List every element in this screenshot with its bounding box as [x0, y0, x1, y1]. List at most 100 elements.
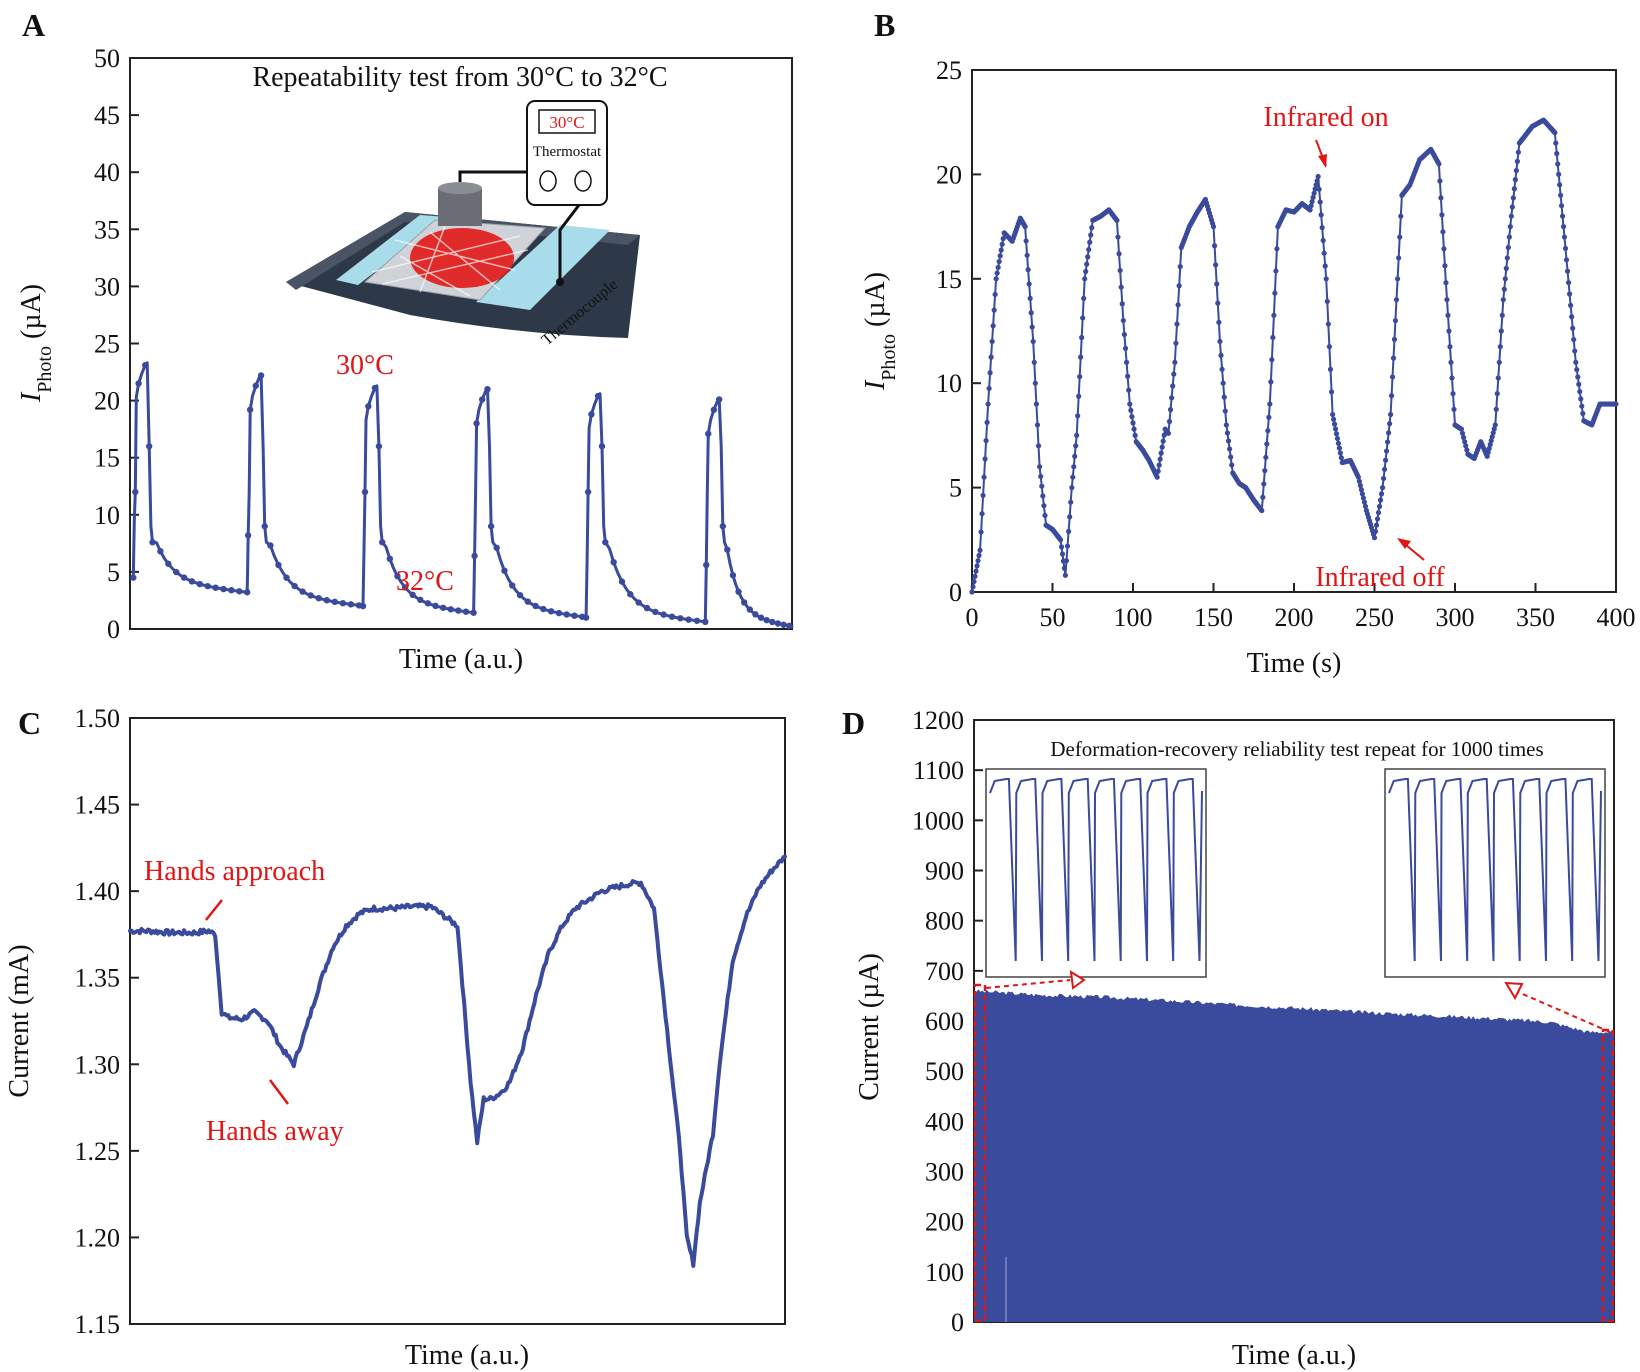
panel-b-point — [1377, 497, 1384, 503]
panel-b-point — [1213, 262, 1219, 268]
panel-b-point — [990, 323, 996, 329]
panel-d-area — [974, 989, 1614, 1322]
panel-b-point — [1121, 331, 1128, 338]
panel-b-point — [976, 552, 982, 559]
panel-a-point — [212, 584, 219, 591]
panel-a-y-tick-label-10: 10 — [94, 501, 120, 530]
panel-b-point — [1371, 535, 1378, 541]
panel-a-y-label-unit: (µA) — [16, 284, 47, 346]
panel-a-point — [668, 613, 676, 620]
panel-b-point — [1260, 494, 1266, 500]
panel-b-point — [1032, 380, 1038, 386]
panel-b-y-tick-label-25: 25 — [936, 56, 962, 85]
panel-b-point — [1317, 199, 1323, 205]
panel-c-plot-frame — [129, 717, 786, 1325]
panel-a-point — [703, 561, 710, 569]
panel-b-point — [1059, 551, 1066, 557]
panel-b-point — [995, 264, 1001, 270]
annotation-infrared-on: Infrared on — [1263, 102, 1388, 133]
panel-b-point — [1515, 149, 1521, 155]
zoom-box-right — [1601, 1028, 1615, 1323]
panel-a-point — [401, 584, 409, 591]
panel-b-point — [1064, 543, 1071, 549]
panel-a-label: A — [22, 7, 45, 43]
panel-a-point — [643, 604, 651, 612]
panel-b-point — [1445, 312, 1451, 318]
panel-a-point — [677, 615, 684, 622]
panel-a-point — [594, 392, 602, 400]
panel-a-series — [130, 361, 794, 630]
panel-b-point — [1503, 265, 1509, 271]
panel-a-point — [702, 618, 709, 626]
panel-b-point — [1499, 312, 1505, 318]
panel-a-inset-schematic: 30°C Thermostat Thermocouple — [286, 100, 640, 349]
panel-b-point — [1318, 212, 1324, 218]
panel-a-point — [424, 600, 432, 607]
panel-a-point — [524, 598, 531, 605]
panel-a-point — [267, 542, 274, 549]
panel-b-point — [1070, 474, 1076, 480]
zoom-box-left — [973, 983, 987, 1323]
panel-b-point — [1268, 379, 1274, 385]
panel-a-point — [315, 594, 322, 602]
panel-b-point — [1571, 336, 1577, 343]
panel-a-point — [493, 544, 500, 551]
panel-d-y-tick-label-100: 100 — [925, 1258, 964, 1287]
zoom-arrow-left — [985, 979, 1071, 989]
panel-d-y-axis: 0 100 200 300 400 500 600 700 800 900 1000 1100 1200 — [912, 706, 983, 1337]
panel-a-point — [740, 599, 748, 606]
panel-b-point — [1117, 267, 1123, 274]
panel-b-point — [1438, 195, 1444, 201]
panel-a-point — [516, 591, 524, 599]
panel-b-point — [1439, 212, 1445, 218]
panel-b-point — [1034, 422, 1041, 428]
panel-b-point — [1379, 485, 1386, 491]
panel-d-y-tick-label-300: 300 — [925, 1158, 964, 1187]
panel-b-point — [1223, 422, 1229, 428]
panel-b-point — [1075, 413, 1081, 419]
panel-a-point — [291, 582, 298, 590]
panel-b-point — [1033, 401, 1039, 407]
panel-a-point — [470, 609, 477, 616]
zoom-arrowhead-left — [1069, 970, 1086, 990]
panel-a-point — [487, 523, 495, 530]
panel-b-point — [1440, 229, 1446, 235]
panel-b-x-tick-label-350: 350 — [1516, 603, 1555, 632]
panel-b-point — [1216, 319, 1222, 325]
panel-b-point — [1389, 374, 1396, 380]
panel-a-point — [243, 589, 251, 596]
panel-a-series-line — [131, 361, 794, 628]
panel-b-point — [1451, 406, 1457, 412]
panel-b-point — [1324, 298, 1330, 305]
panel-b-point — [1118, 284, 1124, 290]
panel-b-point — [1496, 359, 1502, 365]
panel-b-point — [1262, 468, 1268, 474]
panel-b-point — [1489, 434, 1495, 440]
panel-c-y-tick-label-1.35: 1.35 — [75, 964, 121, 993]
panel-b-point — [1575, 374, 1581, 380]
panel-a-y-label-sub: Photo — [34, 346, 56, 393]
panel-b-point — [1263, 454, 1269, 460]
hands-away-pointer — [269, 1079, 289, 1105]
panel-b-point — [1122, 345, 1129, 351]
panel-a-point — [555, 609, 563, 617]
panel-c-label: C — [18, 705, 41, 741]
panel-a-point — [774, 620, 782, 627]
panel-b-point — [1460, 434, 1467, 441]
panel-d-x-label: Time (a.u.) — [1232, 1340, 1356, 1371]
panel-b-point — [1333, 431, 1340, 437]
panel-a-point — [735, 588, 742, 595]
panel-b-point — [1063, 558, 1070, 564]
panel-b-x-tick-label-150: 150 — [1194, 603, 1233, 632]
panel-b-point — [1562, 245, 1569, 252]
panel-b-point — [1041, 503, 1047, 509]
panel-a-point — [746, 606, 753, 613]
panel-b-point — [1039, 483, 1045, 489]
panel-b-point — [1261, 481, 1267, 487]
panel-c-x-label: Time (a.u.) — [405, 1340, 529, 1371]
panel-b-point — [1029, 324, 1035, 330]
panel-d-series — [974, 989, 1614, 1322]
panel-b-point — [1362, 503, 1369, 509]
panel-b-point — [1568, 302, 1574, 308]
panel-b-point — [1563, 257, 1570, 263]
